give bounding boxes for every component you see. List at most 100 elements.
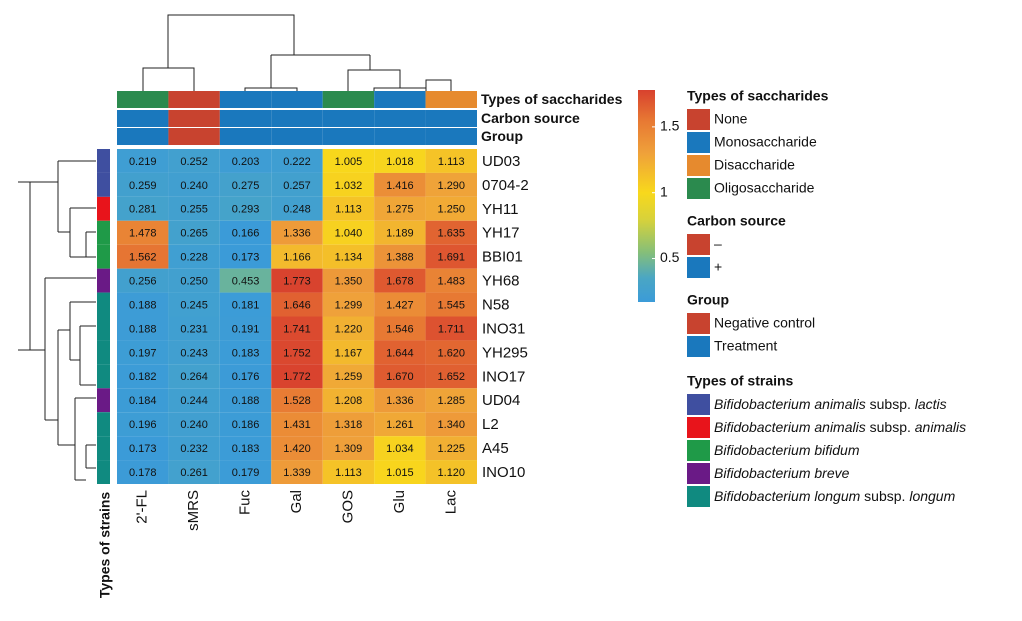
cell-label: 0.182	[129, 371, 157, 383]
cell-label: 0.281	[129, 204, 157, 216]
cell-label: 1.250	[438, 204, 466, 216]
column-annotation-cell	[117, 110, 169, 127]
cell-label: 0.191	[232, 323, 260, 335]
cell-label: 1.290	[438, 180, 466, 192]
cell-label: 0.256	[129, 276, 157, 288]
heatmap-cell	[168, 316, 220, 341]
cell-label: 1.225	[438, 443, 466, 455]
cell-label: 0.178	[129, 467, 157, 479]
heatmap-cell	[219, 412, 272, 437]
heatmap-cell	[219, 244, 272, 269]
heatmap-cell	[322, 316, 375, 341]
cell-label: 0.231	[180, 323, 208, 335]
legend-swatch	[687, 132, 710, 153]
legend-swatch	[687, 109, 710, 130]
cell-label: 1.299	[335, 299, 363, 311]
cell-label: 1.113	[335, 467, 362, 479]
heatmap-cell	[168, 388, 220, 413]
legend-label: Bifidobacterium animalis subsp. animalis	[714, 419, 966, 435]
row-annotation-cell	[97, 220, 110, 245]
cell-label: 0.176	[232, 371, 260, 383]
heatmap-cell	[374, 388, 426, 413]
heatmap-cell	[374, 412, 426, 437]
column-annotation-cell	[168, 128, 220, 145]
row-annotation-cell	[97, 244, 110, 269]
legend-label: Negative control	[714, 315, 815, 331]
heatmap-cell	[219, 436, 272, 461]
column-annotation-cell	[425, 128, 477, 145]
heatmap-cell	[425, 268, 477, 293]
heatmap-cell	[425, 388, 477, 413]
cell-label: 1.388	[386, 252, 414, 264]
heatmap-cell	[271, 268, 323, 293]
cell-label: 1.261	[386, 419, 414, 431]
cell-label: 0.259	[129, 180, 157, 192]
row-label: 0704-2	[482, 177, 529, 194]
row-label: YH68	[482, 273, 520, 290]
cell-label: 1.416	[386, 180, 414, 192]
legend-label: Bifidobacterium animalis subsp. lactis	[714, 396, 947, 412]
heatmap-cell	[168, 460, 220, 484]
legend-swatch	[687, 394, 710, 415]
heatmap-cell	[117, 292, 169, 317]
cell-label: 1.620	[438, 347, 466, 359]
heatmap-cell	[374, 292, 426, 317]
cell-label: 1.646	[283, 299, 311, 311]
cell-label: 1.113	[438, 156, 465, 168]
heatmap-cell	[374, 220, 426, 245]
heatmap-cell	[271, 220, 323, 245]
heatmap-cell	[425, 412, 477, 437]
heatmap-cell	[117, 436, 169, 461]
cell-label: 1.420	[283, 443, 311, 455]
heatmap-cell	[322, 292, 375, 317]
legend-swatch	[687, 257, 710, 278]
column-annotation-title: Group	[481, 128, 523, 144]
heatmap-cell	[425, 149, 477, 173]
heatmap-cell	[322, 149, 375, 173]
cell-label: 1.113	[335, 204, 362, 216]
cell-label: 0.203	[232, 156, 260, 168]
legend-label: Disaccharide	[714, 157, 795, 173]
heatmap-cell	[425, 436, 477, 461]
legend-swatch	[687, 234, 710, 255]
heatmap-cell	[168, 244, 220, 269]
colorbar-tick-label: 1	[660, 183, 668, 199]
heatmap-cell	[168, 196, 220, 221]
legend-label: Bifidobacterium breve	[714, 465, 850, 481]
cell-label: 0.184	[129, 395, 157, 407]
heatmap-cell	[219, 340, 272, 365]
legend-label: Treatment	[714, 338, 777, 354]
cell-label: 1.018	[386, 156, 414, 168]
cell-label: 1.752	[283, 347, 311, 359]
heatmap-cell	[322, 388, 375, 413]
cell-label: 0.188	[232, 395, 260, 407]
heatmap-cell	[219, 149, 272, 173]
column-annotation-cell	[374, 110, 426, 127]
heatmap-cell	[425, 340, 477, 365]
row-annotation-cell	[97, 388, 110, 413]
legend-label: Bifidobacterium longum subsp. longum	[714, 488, 956, 504]
cell-label: 1.040	[335, 228, 363, 240]
row-label: INO17	[482, 368, 525, 385]
cell-label: 0.188	[129, 323, 157, 335]
heatmap-cell	[322, 436, 375, 461]
cell-label: 1.562	[129, 252, 157, 264]
cell-label: 1.166	[283, 252, 311, 264]
cell-label: 1.635	[438, 228, 466, 240]
cell-label: 0.173	[129, 443, 157, 455]
row-annotation-title: Types of strains	[97, 492, 113, 599]
heatmap-cell	[374, 316, 426, 341]
cell-label: 1.772	[283, 371, 311, 383]
cell-label: 1.545	[438, 299, 466, 311]
cell-label: 0.222	[283, 156, 311, 168]
heatmap-cell	[322, 268, 375, 293]
column-annotation-cell	[168, 110, 220, 127]
heatmap-cell	[425, 364, 477, 389]
heatmap-cell	[117, 149, 169, 173]
heatmap-cell	[117, 316, 169, 341]
heatmap-cell	[117, 196, 169, 221]
cell-label: 1.167	[335, 347, 363, 359]
column-annotation-cell	[374, 91, 426, 108]
row-label: A45	[482, 440, 509, 457]
heatmap-cell	[322, 340, 375, 365]
